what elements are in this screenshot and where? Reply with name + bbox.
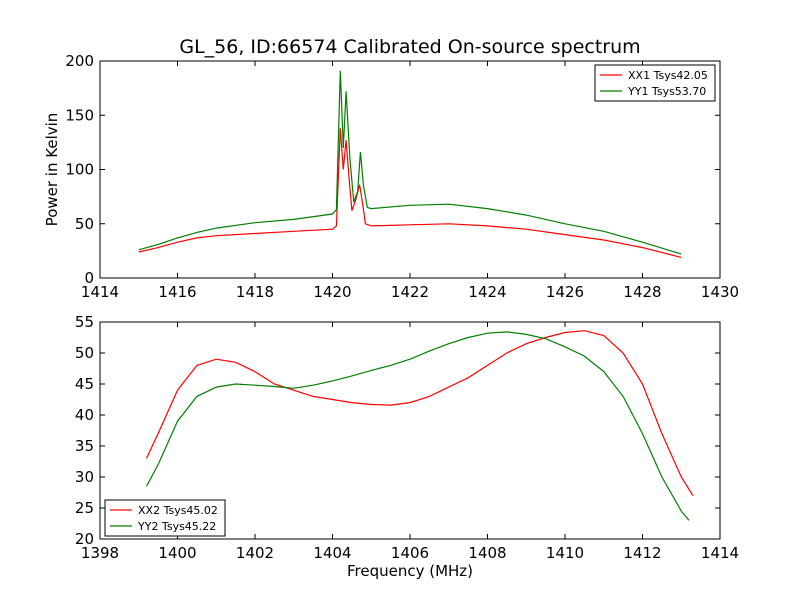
legend-box xyxy=(104,499,226,537)
x-tick-label: 1402 xyxy=(236,544,274,562)
y-tick-label: 35 xyxy=(75,437,94,455)
x-tick-label: 1418 xyxy=(236,283,274,301)
legend-entry: YY2 Tsys45.22 xyxy=(137,520,216,533)
y-tick-label: 150 xyxy=(65,106,94,124)
legend: XX1 Tsys42.05 YY1 Tsys53.70 xyxy=(594,64,716,102)
series-line-yy1 xyxy=(138,70,682,255)
x-tick-label: 1428 xyxy=(623,283,661,301)
x-tick-label: 1414 xyxy=(701,544,739,562)
series-line-xx1 xyxy=(138,128,682,258)
legend-box xyxy=(594,64,716,102)
y-tick-label: 20 xyxy=(75,530,94,548)
x-tick-label: 1400 xyxy=(158,544,196,562)
y-tick-label: 200 xyxy=(65,52,94,70)
x-tick-label: 1420 xyxy=(313,283,351,301)
y-tick-label: 50 xyxy=(75,344,94,362)
y-tick-label: 0 xyxy=(84,269,94,287)
y-tick-label: 30 xyxy=(75,468,94,486)
top-panel: 1414 1416 1418 1420 1422 1424 1426 1428 1430 0 50 1… xyxy=(43,52,739,301)
y-axis-label: Power in Kelvin xyxy=(43,113,61,227)
x-tick-label: 1426 xyxy=(546,283,584,301)
x-tick-label: 1414 xyxy=(81,283,119,301)
y-tick-label: 45 xyxy=(75,375,94,393)
y-tick-label: 25 xyxy=(75,499,94,517)
legend-entry: YY1 Tsys53.70 xyxy=(627,85,706,98)
x-tick-label: 1398 xyxy=(81,544,119,562)
legend: XX2 Tsys45.02 YY2 Tsys45.22 xyxy=(104,499,226,537)
x-axis-label: Frequency (MHz) xyxy=(347,562,473,580)
series-line-yy2 xyxy=(145,331,690,521)
x-tick-label: 1422 xyxy=(391,283,429,301)
y-tick-label: 55 xyxy=(75,313,94,331)
bottom-panel: 1398 1400 1402 1404 1406 1408 1410 1412 1414 20 25… xyxy=(75,313,739,580)
series-line-xx2 xyxy=(145,330,694,496)
x-tick-label: 1406 xyxy=(391,544,429,562)
x-tick-label: 1410 xyxy=(546,544,584,562)
x-tick-label: 1412 xyxy=(623,544,661,562)
x-tick-label: 1404 xyxy=(313,544,351,562)
legend-entry: XX2 Tsys45.02 xyxy=(138,504,218,517)
figure-title: GL_56, ID:66574 Calibrated On-source spe… xyxy=(179,36,640,58)
y-tick-label: 40 xyxy=(75,406,94,424)
y-tick-label: 50 xyxy=(75,215,94,233)
y-tick-label: 100 xyxy=(65,161,94,179)
x-tick-label: 1416 xyxy=(158,283,196,301)
x-tick-label: 1424 xyxy=(468,283,506,301)
x-tick-label: 1408 xyxy=(468,544,506,562)
x-tick-label: 1430 xyxy=(701,283,739,301)
legend-entry: XX1 Tsys42.05 xyxy=(628,69,708,82)
